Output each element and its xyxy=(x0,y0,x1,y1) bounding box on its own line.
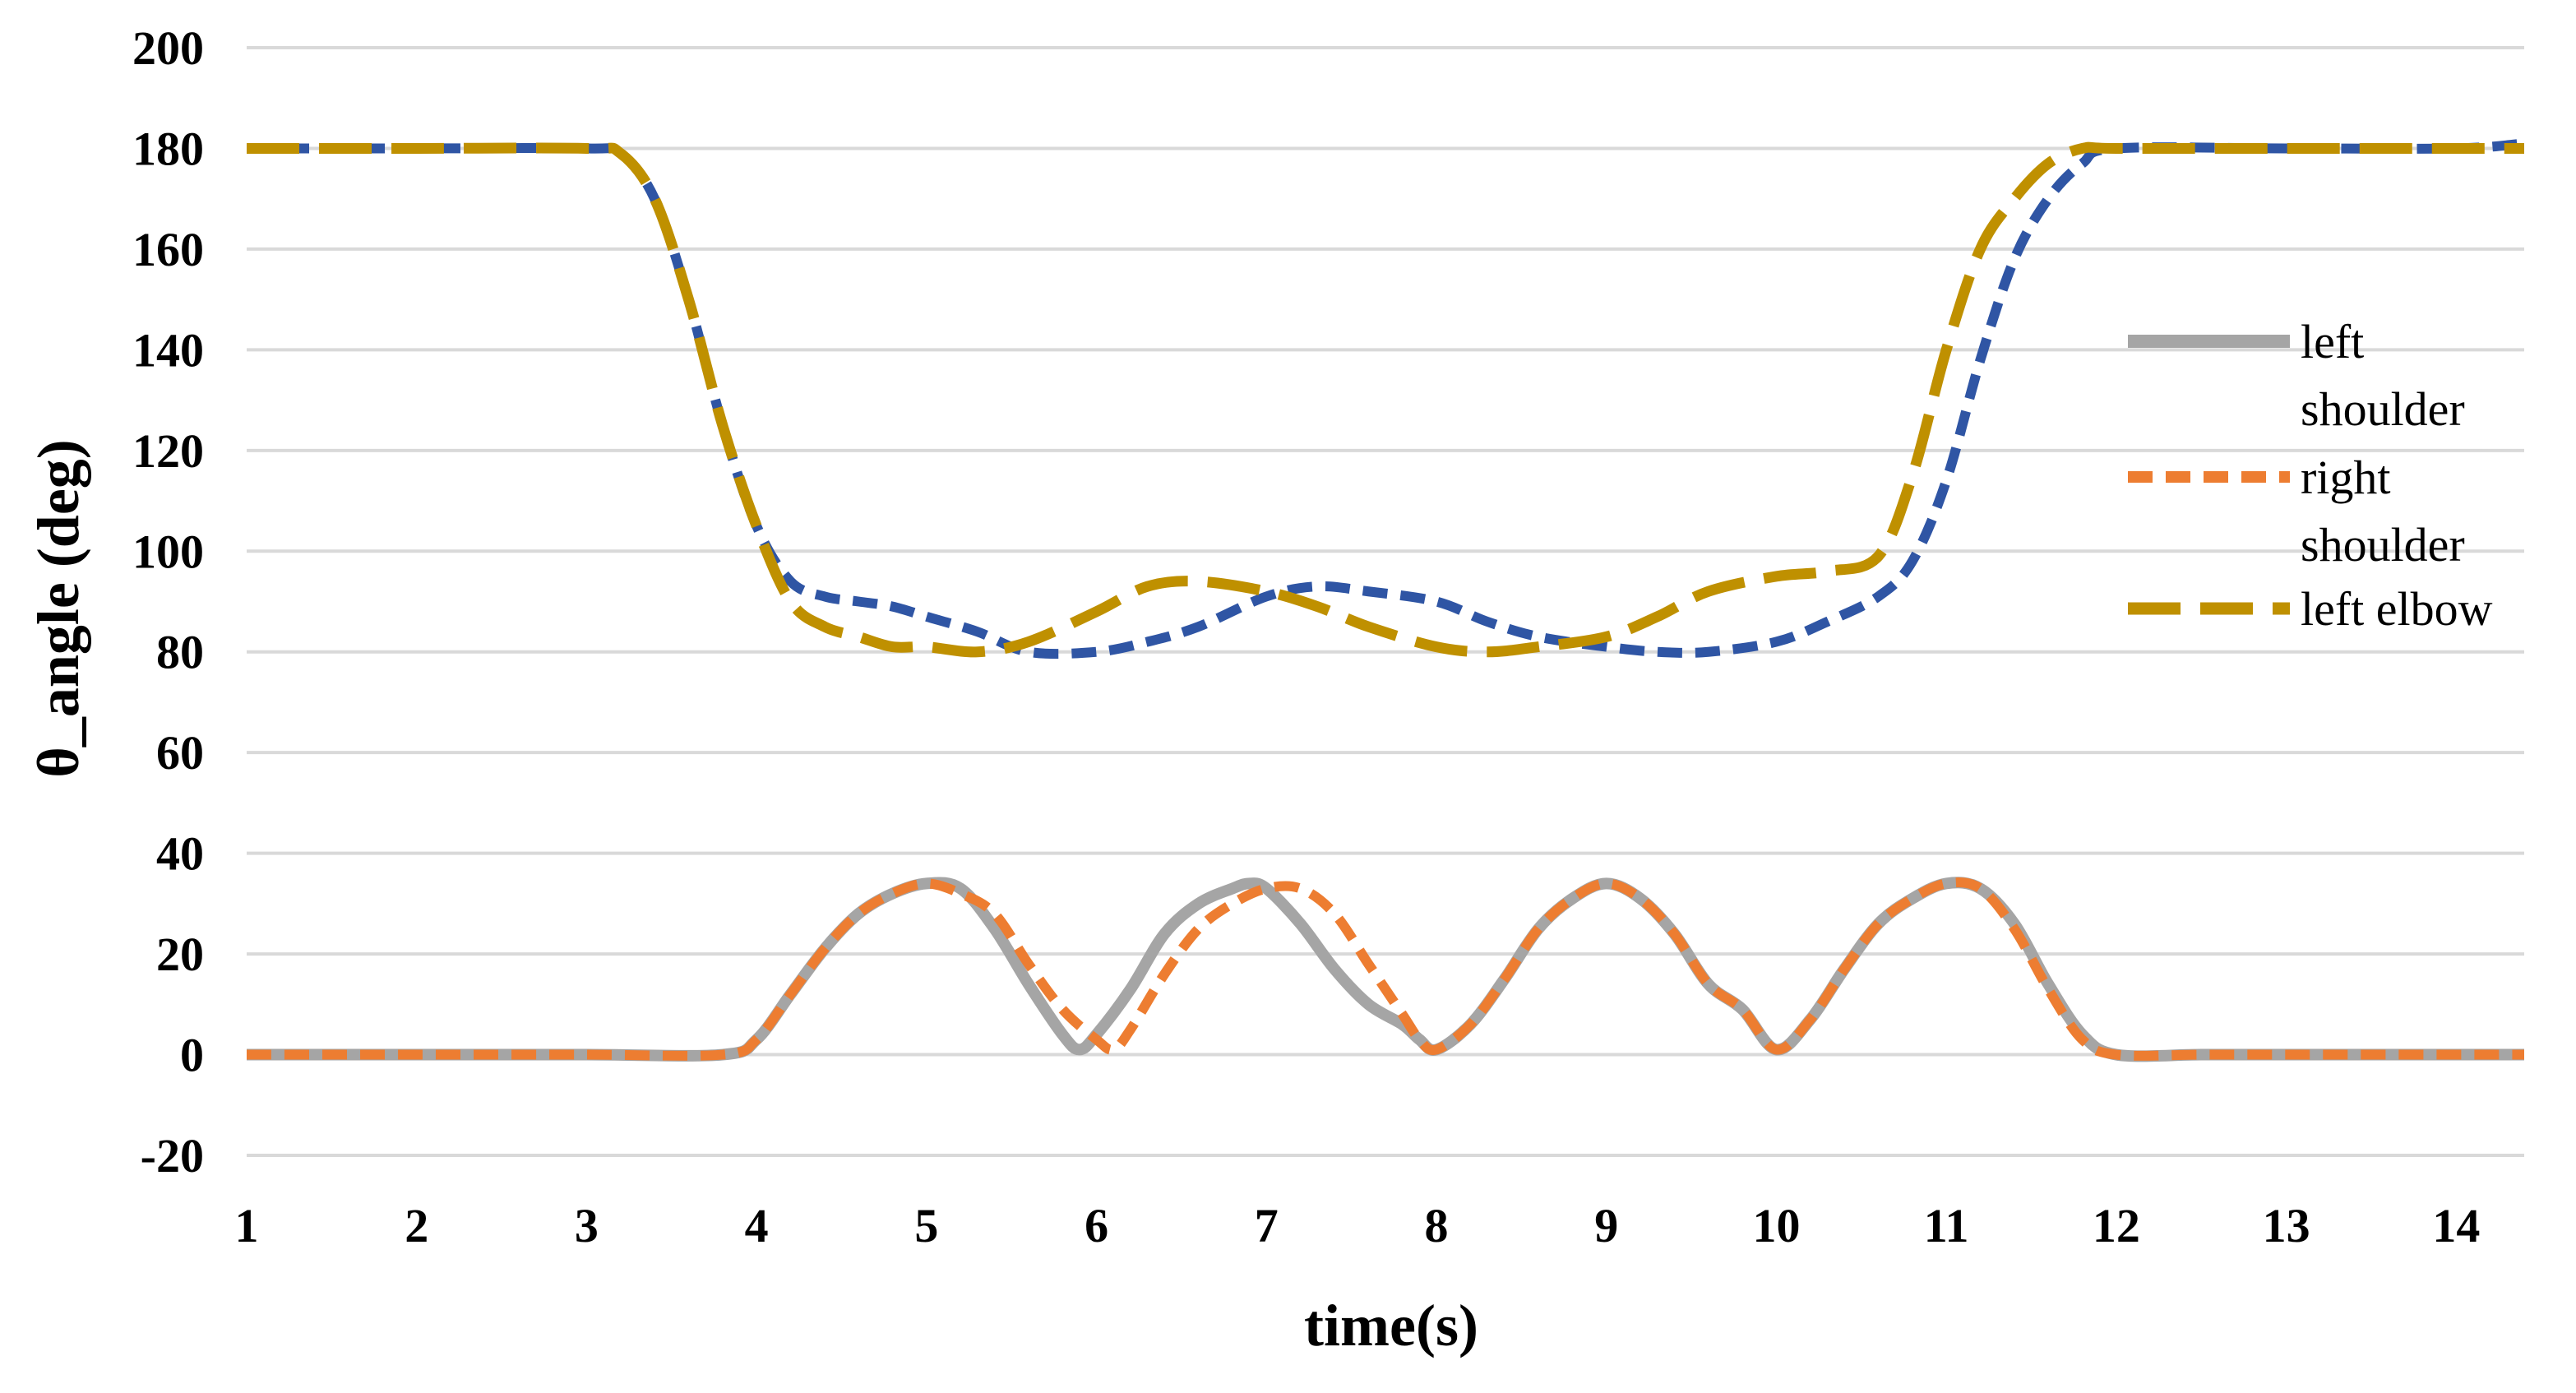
x-axis-title: time(s) xyxy=(1304,1293,1478,1358)
legend: left shoulder right shoulder left elbow xyxy=(2128,315,2493,636)
x-tick-label: 4 xyxy=(745,1199,769,1252)
y-tick-label: 80 xyxy=(156,626,204,679)
y-tick-label: 60 xyxy=(156,726,204,780)
y-tick-label: 160 xyxy=(132,223,204,276)
x-tick-label: 9 xyxy=(1594,1199,1618,1252)
y-axis-title: θ_angle (deg) xyxy=(25,439,91,778)
y-tick-label: 140 xyxy=(132,323,204,377)
series-lines xyxy=(246,138,2525,1062)
x-tick-label: 10 xyxy=(1752,1199,1800,1252)
legend-label: shoulder xyxy=(2301,518,2465,572)
x-tick-label: 8 xyxy=(1425,1199,1449,1252)
y-tick-label: 20 xyxy=(156,928,204,981)
series-line-left-shoulder xyxy=(246,877,2524,1062)
series-line-right-shoulder xyxy=(246,877,2524,1061)
legend-label: left xyxy=(2301,315,2364,368)
x-tick-label: 7 xyxy=(1255,1199,1279,1252)
y-tick-label: 40 xyxy=(156,827,204,881)
x-tick-label: 12 xyxy=(2093,1199,2140,1252)
x-tick-label: 14 xyxy=(2432,1199,2480,1252)
y-tick-label: -20 xyxy=(141,1129,204,1182)
x-tick-label: 5 xyxy=(914,1199,938,1252)
x-tick-label: 13 xyxy=(2263,1199,2310,1252)
x-tick-label: 3 xyxy=(575,1199,599,1252)
legend-label: shoulder xyxy=(2301,382,2465,436)
series-line-right-elbow xyxy=(246,138,2525,659)
y-tick-label: 200 xyxy=(132,21,204,75)
x-tick-label: 2 xyxy=(405,1199,428,1252)
x-axis-tick-labels: 1 2 3 4 5 6 7 8 9 10 11 12 13 14 xyxy=(235,1199,2481,1252)
y-tick-label: 0 xyxy=(180,1029,204,1082)
y-tick-label: 100 xyxy=(132,525,204,578)
y-tick-label: 180 xyxy=(132,122,204,175)
legend-label: right xyxy=(2301,451,2391,504)
y-tick-label: 120 xyxy=(132,424,204,478)
y-axis-tick-labels: -20 0 20 40 60 80 100 120 140 160 180 200 xyxy=(132,21,204,1182)
x-tick-label: 1 xyxy=(235,1199,259,1252)
x-tick-label: 11 xyxy=(1924,1199,1969,1252)
series-line-left-elbow xyxy=(246,141,2524,658)
x-tick-label: 6 xyxy=(1085,1199,1108,1252)
legend-label: left elbow xyxy=(2301,582,2493,636)
